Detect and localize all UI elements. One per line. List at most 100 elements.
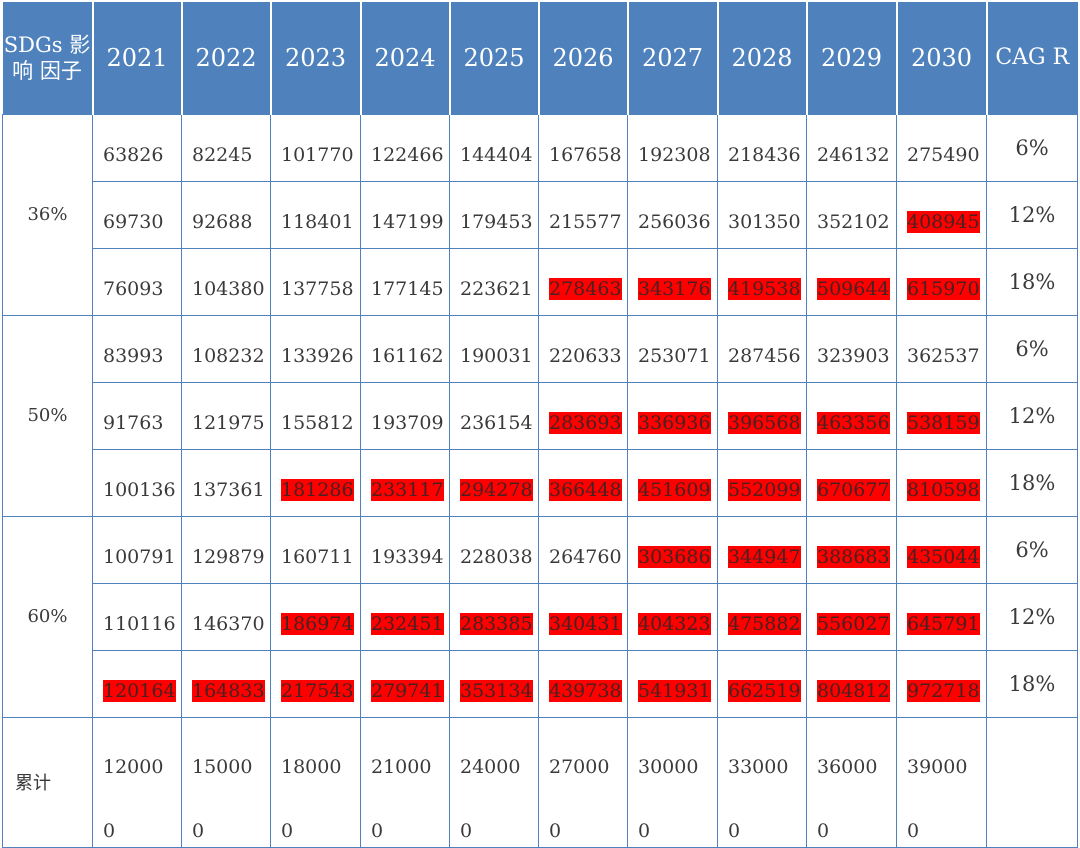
total-value-cell: 21000 0 [360,716,450,848]
value-text: 155812 [281,411,354,434]
value-cell: 137361 [181,448,271,517]
highlighted-value: 217543 [281,679,354,702]
highlighted-value: 186974 [281,612,354,635]
value-cell: 167658 [538,113,628,182]
value-text: 323903 [817,344,890,367]
value-cell: 83993 [92,314,182,383]
highlighted-value: 541931 [638,679,711,702]
total-value-line2: 0 [638,819,651,842]
value-text: 179453 [460,210,533,233]
header-row: SDGs 影响 因子 2021 2022 2023 2024 2025 2026… [2,2,1078,114]
highlighted-value: 294278 [460,478,533,501]
value-text: 220633 [549,344,622,367]
value-cell: 301350 [717,180,807,249]
table-body: 36% 63826 82245 101770 122466 144404 167658 192… [2,113,1078,848]
value-text: 147199 [371,210,444,233]
total-value-cell: 30000 0 [627,716,718,848]
value-cell: 451609 [627,448,718,517]
value-cell: 137758 [270,247,361,316]
total-value-cell: 27000 0 [538,716,628,848]
value-cell: 223621 [449,247,539,316]
highlighted-value: 388683 [817,545,890,568]
highlighted-value: 181286 [281,478,354,501]
value-cell: 353134 [449,649,539,718]
value-cell: 435044 [896,515,987,584]
value-cell: 615970 [896,247,987,316]
value-text: 190031 [460,344,533,367]
year-header: 2025 [449,2,540,114]
highlighted-value: 670677 [817,478,890,501]
year-header: 2021 [92,2,183,114]
table-row: 100136 137361 181286 233117 294278 366448 4516… [3,448,1078,517]
value-cell: 352102 [806,180,897,249]
highlighted-value: 120164 [103,679,176,702]
value-cell: 323903 [806,314,897,383]
value-cell: 645791 [896,582,987,651]
cagr-cell: 18% [986,649,1078,718]
highlighted-value: 233117 [371,478,444,501]
value-cell: 336936 [627,381,718,450]
value-text: 137758 [281,277,354,300]
highlighted-value: 810598 [907,478,980,501]
value-cell: 810598 [896,448,987,517]
value-text: 193709 [371,411,444,434]
value-text: 144404 [460,143,533,166]
value-text: 104380 [192,277,265,300]
value-cell: 129879 [181,515,271,584]
value-text: 110116 [103,612,176,635]
value-cell: 192308 [627,113,718,182]
cagr-cell: 12% [986,180,1078,249]
value-cell: 82245 [181,113,271,182]
value-cell: 69730 [92,180,182,249]
value-text: 177145 [371,277,444,300]
value-text: 121975 [192,411,265,434]
highlighted-value: 552099 [728,478,801,501]
total-label: 累计 [15,773,51,794]
value-cell: 233117 [360,448,450,517]
value-text: 108232 [192,344,265,367]
highlighted-value: 404323 [638,612,711,635]
total-label-cell: 累计 [2,716,93,848]
value-cell: 366448 [538,448,628,517]
table-row: 50% 83993 108232 133926 161162 190031 220633 25… [2,314,1078,517]
total-row: 累计 12000 0 15000 0 18000 0 21000 0 24000 0 27000 0 30… [2,716,1078,848]
total-value-cell: 24000 0 [449,716,539,848]
value-cell: 164833 [181,649,271,718]
highlighted-value: 439738 [549,679,622,702]
value-cell: 253071 [627,314,718,383]
total-value-line2: 0 [371,819,384,842]
cagr-cell: 6% [986,113,1078,182]
value-cell: 344947 [717,515,807,584]
value-cell: 408945 [896,180,987,249]
highlighted-value: 232451 [371,612,444,635]
value-text: 118401 [281,210,354,233]
year-header: 2024 [360,2,451,114]
table-row: 69730 92688 118401 147199 179453 215577 256036… [3,180,1078,249]
factor-cell: 50% [2,314,93,517]
value-cell: 340431 [538,582,628,651]
total-value-line1: 15000 [192,755,253,778]
value-text: 256036 [638,210,711,233]
total-value-line2: 0 [103,819,116,842]
value-cell: 439738 [538,649,628,718]
cagr-cell: 12% [986,381,1078,450]
value-cell: 146370 [181,582,271,651]
total-value-cell: 39000 0 [896,716,987,848]
total-value-line2: 0 [281,819,294,842]
cagr-cell: 6% [986,515,1078,584]
year-header: 2027 [627,2,719,114]
value-text: 69730 [103,210,164,233]
factor-cell: 60% [2,515,93,718]
cagr-cell: 12% [986,582,1078,651]
total-value-cell: 15000 0 [181,716,271,848]
value-text: 100791 [103,545,176,568]
value-cell: 662519 [717,649,807,718]
value-text: 287456 [728,344,801,367]
year-header: 2028 [717,2,808,114]
value-cell: 92688 [181,180,271,249]
value-cell: 343176 [627,247,718,316]
value-cell: 419538 [717,247,807,316]
value-cell: 161162 [360,314,450,383]
value-text: 91763 [103,411,164,434]
highlighted-value: 344947 [728,545,801,568]
